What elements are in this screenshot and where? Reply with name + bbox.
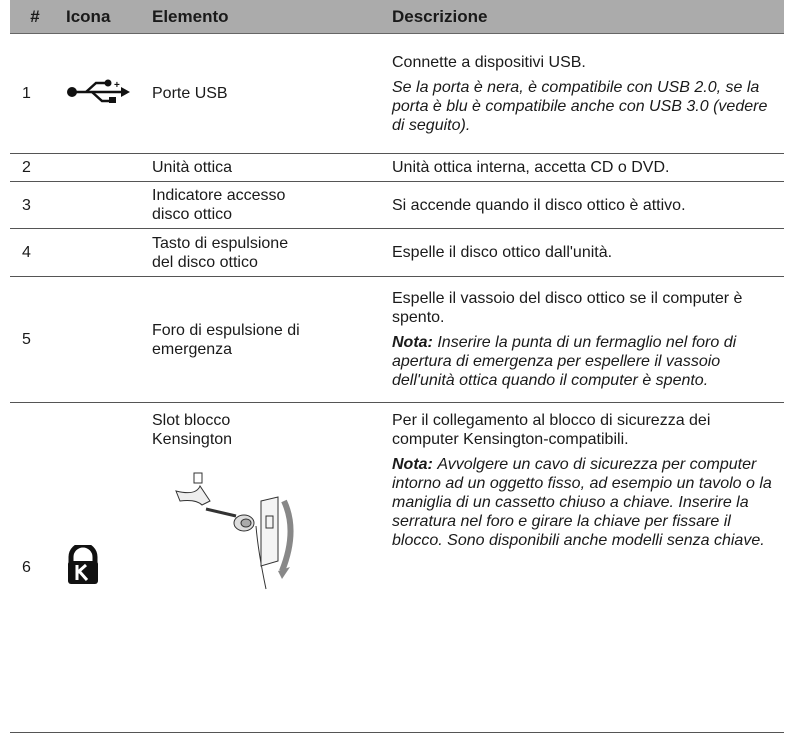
table-row: 1 + Porte USB Connette a dispositivi USB.…: [10, 33, 784, 154]
description-cell: Espelle il disco ottico dall'unità.: [386, 228, 784, 277]
element-cell: Indicatore accesso disco ottico: [146, 181, 386, 229]
icon-cell: [60, 276, 146, 403]
description-cell: Unità ottica interna, accetta CD o DVD.: [386, 153, 784, 182]
description-paragraph: Nota: Inserire la punta di un fermaglio …: [392, 333, 778, 390]
element-line: Indicatore accesso: [152, 187, 286, 204]
element-cell: Porte USB: [146, 33, 386, 154]
icon-cell: [60, 228, 146, 277]
element-line: Unità ottica: [152, 159, 233, 176]
element-cell: Slot blocco Kensington: [146, 402, 386, 733]
row-number: 4: [10, 228, 60, 277]
row-number: 2: [10, 153, 60, 182]
table-row: 3 Indicatore accesso disco ottico Si accend…: [10, 181, 784, 229]
description-paragraph: Per il collegamento al blocco di sicurez…: [392, 411, 778, 449]
icon-cell: +: [60, 33, 146, 154]
element-cell: Unità ottica: [146, 153, 386, 182]
description-paragraph: Connette a dispositivi USB.: [392, 53, 778, 72]
description-italic: Avvolgere un cavo di sicurezza per compu…: [392, 456, 772, 549]
element-line: Tasto di espulsione: [152, 234, 289, 252]
description-text: Si accende quando il disco ottico è atti…: [392, 196, 686, 214]
description-text: Connette a dispositivi USB.: [392, 53, 586, 71]
element-cell: Foro di espulsione di emergenza: [146, 276, 386, 403]
description-paragraph: Espelle il disco ottico dall'unità.: [392, 243, 778, 262]
header-row: # Icona Elemento Descrizione: [10, 0, 784, 34]
icon-cell: [60, 402, 146, 733]
kensington-icon: [68, 542, 98, 584]
svg-text:+: +: [114, 80, 120, 91]
header-cell: Icona: [60, 0, 146, 34]
description-text: Per il collegamento al blocco di sicurez…: [392, 412, 711, 448]
description-cell: Connette a dispositivi USB. Se la porta è…: [386, 33, 784, 154]
description-text: Unità ottica interna, accetta CD o DVD.: [392, 159, 670, 176]
element-line: Foro di espulsione di: [152, 321, 300, 339]
spec-table: # Icona Elemento Descrizione 1 + Porte USB C…: [10, 0, 784, 733]
usb-icon: +: [67, 79, 130, 104]
element-line: Kensington: [152, 431, 233, 448]
element-line: del disco ottico: [152, 253, 258, 271]
description-paragraph: Unità ottica interna, accetta CD o DVD.: [392, 158, 778, 177]
kensington-illustration: [175, 472, 294, 590]
row-number: 1: [10, 33, 60, 154]
description-paragraph: Si accende quando il disco ottico è atti…: [392, 196, 778, 215]
description-cell: Per il collegamento al blocco di sicurez…: [386, 402, 784, 733]
description-text: Espelle il disco ottico dall'unità.: [392, 244, 613, 261]
description-cell: Si accende quando il disco ottico è atti…: [386, 181, 784, 229]
table-row: 2 Unità ottica Unità ottica interna, accet…: [10, 153, 784, 182]
element-line: Slot blocco: [152, 412, 231, 429]
icon-cell: [60, 181, 146, 229]
description-paragraph: Nota: Avvolgere un cavo di sicurezza per…: [392, 455, 778, 550]
element-line: Porte USB: [152, 85, 228, 102]
row-number: 5: [10, 276, 60, 403]
element-line: emergenza: [152, 340, 233, 358]
table-body: 1 + Porte USB Connette a dispositivi USB.…: [10, 33, 784, 733]
icon-cell: [60, 153, 146, 182]
description-paragraph: Se la porta è nera, è compatibile con US…: [392, 78, 778, 135]
note-label: Nota:: [392, 456, 433, 473]
table-row: 6 Slot blocco Kensington Per il collegame…: [10, 402, 784, 733]
description-italic: Inserire la punta di un fermaglio nel fo…: [392, 334, 737, 389]
header-cell: #: [10, 0, 60, 34]
row-number: 3: [10, 181, 60, 229]
description-italic: Se la porta è nera, è compatibile con US…: [392, 78, 768, 134]
table-row: 5 Foro di espulsione di emergenza Espelle i…: [10, 276, 784, 403]
note-label: Nota:: [392, 334, 433, 351]
header-cell: Descrizione: [386, 0, 784, 34]
element-cell: Tasto di espulsione del disco ottico: [146, 228, 386, 277]
description-text: Espelle il vassoio del disco ottico se i…: [392, 290, 743, 326]
description-cell: Espelle il vassoio del disco ottico se i…: [386, 276, 784, 403]
header-cell: Elemento: [146, 0, 386, 34]
element-line: disco ottico: [152, 206, 233, 223]
row-number: 6: [10, 402, 60, 733]
description-paragraph: Espelle il vassoio del disco ottico se i…: [392, 289, 778, 327]
table-row: 4 Tasto di espulsione del disco ottico Espe…: [10, 228, 784, 277]
